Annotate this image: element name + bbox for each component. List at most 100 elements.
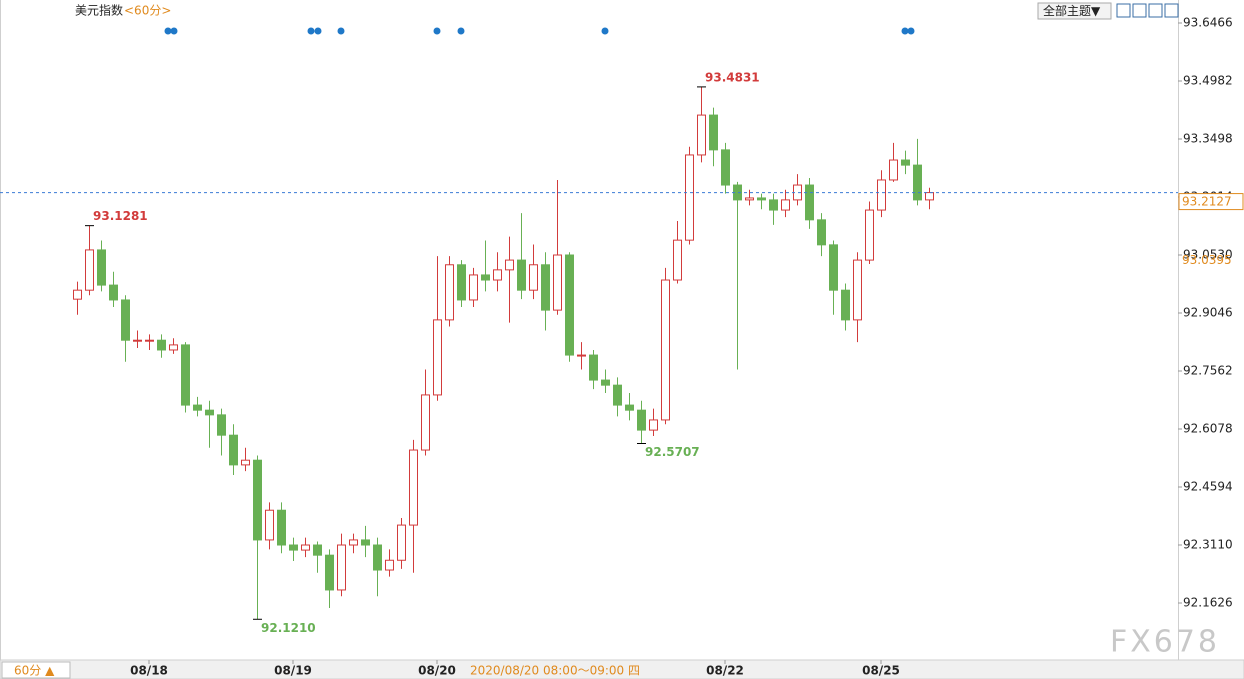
candle-body — [373, 544, 382, 571]
candle-body — [205, 409, 214, 416]
event-marker[interactable] — [314, 27, 322, 35]
value-label: 93.4831 — [705, 70, 760, 84]
candle-body — [721, 149, 730, 186]
period-button-text[interactable]: 60分 ▲ — [14, 664, 55, 678]
candle-body — [613, 384, 622, 406]
x-tick-label: 08/19 — [274, 664, 312, 678]
candle-body — [769, 199, 778, 211]
candle-body — [601, 379, 610, 386]
candle-body — [661, 279, 670, 421]
candle-body — [829, 244, 838, 291]
y-tick-label: 92.3110 — [1183, 538, 1233, 552]
candle-body — [505, 259, 514, 271]
candle-body — [265, 509, 274, 541]
value-label: 92.5707 — [645, 445, 700, 459]
tool-icon[interactable] — [1116, 3, 1131, 18]
candle-body — [649, 419, 658, 431]
event-marker[interactable] — [901, 27, 909, 35]
candle-body — [409, 449, 418, 526]
candle-body — [133, 339, 142, 342]
candle-body — [841, 289, 850, 321]
event-marker[interactable] — [164, 27, 172, 35]
candle-body — [349, 539, 358, 546]
candle-body — [313, 544, 322, 556]
candle-body — [697, 114, 706, 156]
event-marker[interactable] — [601, 27, 609, 35]
event-marker[interactable] — [457, 27, 465, 35]
candle-body — [865, 209, 874, 261]
candle-body — [277, 509, 286, 546]
candle-body — [457, 264, 466, 301]
cursor-label: 2020/08/20 08:00～09:00 四 — [470, 664, 640, 678]
period-label: <60分> — [124, 4, 171, 18]
candle-body — [229, 434, 238, 466]
candle-body — [433, 319, 442, 396]
theme-button[interactable] — [1037, 2, 1112, 20]
candle-body — [673, 239, 682, 281]
candle-body — [853, 259, 862, 321]
y-tick-label: 93.3498 — [1183, 132, 1233, 146]
candle-body — [97, 249, 106, 286]
event-marker[interactable] — [907, 27, 915, 35]
y-tick-label: 93.4982 — [1183, 74, 1233, 88]
candle-body — [157, 339, 166, 351]
candle-body — [565, 254, 574, 356]
event-marker[interactable] — [433, 27, 441, 35]
candle-body — [445, 264, 454, 321]
y-tick-label: 92.9046 — [1183, 306, 1233, 320]
y-tick-label: 92.6078 — [1183, 422, 1233, 436]
candle-body — [109, 284, 118, 301]
theme-button-text[interactable]: 全部主题▼ — [1043, 3, 1101, 18]
tool-icons[interactable] — [1116, 3, 1179, 18]
event-marker[interactable] — [170, 27, 178, 35]
x-tick-label: 08/20 — [418, 664, 456, 678]
candle-body — [493, 269, 502, 281]
candle-body — [145, 339, 154, 342]
y-tick-label: 92.4594 — [1183, 480, 1233, 494]
candle-body — [85, 249, 94, 291]
tool-icon[interactable] — [1132, 3, 1147, 18]
event-marker[interactable] — [337, 27, 345, 35]
candle-body — [625, 404, 634, 411]
event-markers — [164, 27, 915, 35]
candle-body — [709, 114, 718, 151]
y-tick-label: 92.7562 — [1183, 364, 1233, 378]
x-tick-label: 08/22 — [706, 664, 744, 678]
candle-body — [169, 344, 178, 351]
candle-body — [901, 159, 910, 166]
candle-body — [241, 459, 250, 466]
tool-icon[interactable] — [1148, 3, 1163, 18]
candle-body — [889, 159, 898, 181]
last-price-box — [1178, 193, 1244, 211]
y-tick-label: 93.0530 — [1183, 248, 1233, 262]
candle-body — [541, 264, 550, 311]
event-marker[interactable] — [307, 27, 315, 35]
candle-body — [817, 219, 826, 246]
value-label: 93.1281 — [93, 209, 148, 223]
candle-body — [781, 199, 790, 211]
candle-body — [577, 354, 586, 357]
y-tick-label: 93.6466 — [1183, 16, 1233, 30]
y-tick-label: 92.1626 — [1183, 596, 1233, 610]
candle-body — [289, 544, 298, 551]
x-axis-bar — [0, 659, 1244, 679]
period-button[interactable] — [1, 661, 71, 679]
candle-body — [805, 184, 814, 221]
candle-body — [301, 544, 310, 551]
candle-body — [757, 197, 766, 201]
x-tick-label: 08/18 — [130, 664, 168, 678]
candle-body — [385, 559, 394, 571]
tool-icon[interactable] — [1164, 3, 1179, 18]
candle-body — [745, 197, 754, 201]
watermark: FX678 — [1110, 625, 1220, 660]
candle-body — [421, 394, 430, 451]
candle-body — [685, 154, 694, 241]
candle-body — [469, 274, 478, 301]
candle-body — [589, 354, 598, 381]
candle-body — [517, 259, 526, 291]
candle-body — [121, 299, 130, 341]
candle-body — [553, 254, 562, 311]
